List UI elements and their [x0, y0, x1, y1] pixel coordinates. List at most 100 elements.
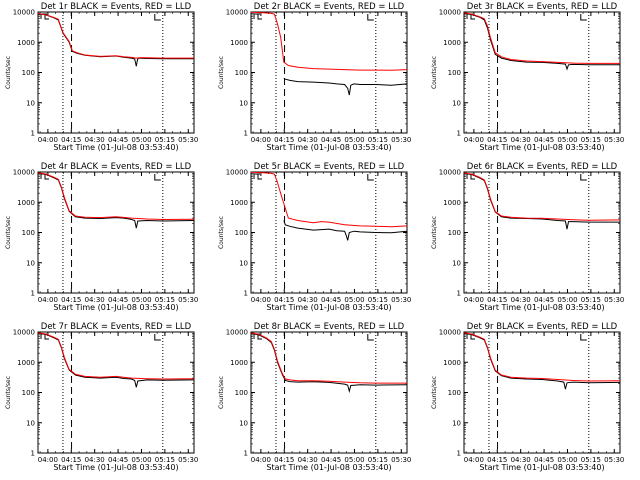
y-tick-label: 100: [22, 389, 35, 397]
corner-marker-right: [580, 334, 587, 341]
corner-marker-left-inner: [257, 14, 262, 20]
x-tick-label: 05:30: [391, 456, 411, 464]
y-tick-label: 10000: [226, 169, 248, 177]
x-tick-label: 04:30: [511, 136, 531, 144]
x-tick-label: 04:15: [274, 136, 294, 144]
y-tick-label: 10: [452, 419, 461, 427]
x-tick-label: 05:00: [344, 296, 364, 304]
lld-series-line: [251, 332, 407, 384]
plot-frame: [463, 331, 621, 454]
x-tick-label: 05:15: [581, 136, 601, 144]
y-axis-label: Counts/sec: [5, 216, 12, 249]
panel-title: Det 5r BLACK = Events, RED = LLD: [254, 162, 405, 172]
x-tick-label: 04:30: [298, 296, 318, 304]
x-tick-label: 04:45: [534, 456, 554, 464]
x-tick-label: 05:15: [155, 296, 175, 304]
x-tick-label: 05:30: [604, 136, 624, 144]
x-tick-label: 05:00: [557, 136, 577, 144]
y-tick-label: 1: [31, 130, 35, 138]
corner-marker-right: [154, 14, 161, 21]
y-tick-label: 10000: [226, 9, 248, 17]
x-tick-label: 04:45: [108, 136, 128, 144]
corner-marker-left-inner: [44, 174, 49, 180]
y-tick-label: 1: [244, 130, 248, 138]
lld-series-line: [38, 172, 194, 221]
panel-title: Det 3r BLACK = Events, RED = LLD: [467, 2, 618, 12]
x-tick-label: 04:30: [298, 136, 318, 144]
corner-marker-left: [253, 173, 260, 179]
y-tick-label: 10: [26, 99, 35, 107]
y-tick-label: 100: [235, 389, 248, 397]
panel-det-5r: Det 5r BLACK = Events, RED = LLD 1 10 100 10…: [218, 162, 411, 312]
y-tick-label: 1000: [17, 199, 35, 207]
lld-series-line: [464, 332, 620, 382]
y-tick-label: 1000: [17, 39, 35, 47]
panel-det-6r: Det 6r BLACK = Events, RED = LLD 1 10 100 10…: [431, 162, 624, 312]
x-tick-label: 05:30: [391, 136, 411, 144]
x-tick-label: 05:00: [557, 296, 577, 304]
x-tick-label: 05:15: [368, 296, 388, 304]
y-tick-label: 1000: [230, 199, 248, 207]
y-tick-label: 100: [448, 389, 461, 397]
corner-marker-left-inner: [44, 14, 49, 20]
lld-series-line: [251, 12, 407, 71]
lld-series-line: [464, 12, 620, 64]
x-tick-label: 04:30: [85, 296, 105, 304]
y-tick-label: 1: [457, 130, 461, 138]
events-series-line: [464, 172, 620, 230]
y-tick-label: 10: [26, 419, 35, 427]
panel-title: Det 8r BLACK = Events, RED = LLD: [254, 322, 405, 332]
panel-title: Det 1r BLACK = Events, RED = LLD: [41, 2, 192, 12]
corner-marker-left: [253, 13, 260, 19]
y-tick-label: 1: [31, 450, 35, 458]
y-tick-label: 1: [31, 290, 35, 298]
plot-frame: [37, 331, 195, 454]
y-tick-label: 10: [239, 259, 248, 267]
y-axis-label: Counts/sec: [5, 376, 12, 409]
x-tick-label: 04:00: [38, 456, 58, 464]
corner-marker-left-inner: [257, 174, 262, 180]
x-tick-label: 04:45: [321, 456, 341, 464]
x-tick-label: 04:45: [108, 296, 128, 304]
panel-title: Det 2r BLACK = Events, RED = LLD: [254, 2, 405, 12]
y-tick-label: 100: [235, 69, 248, 77]
events-series-line: [251, 332, 407, 394]
y-tick-label: 1: [457, 450, 461, 458]
x-tick-label: 04:45: [321, 136, 341, 144]
x-tick-label: 04:30: [511, 296, 531, 304]
y-axis-label: Counts/sec: [218, 216, 225, 249]
x-tick-label: 04:45: [534, 136, 554, 144]
x-tick-label: 04:45: [108, 456, 128, 464]
y-tick-label: 10000: [439, 169, 461, 177]
x-tick-label: 04:00: [464, 456, 484, 464]
events-series-line: [283, 220, 407, 241]
y-tick-label: 10: [452, 99, 461, 107]
panel-title: Det 4r BLACK = Events, RED = LLD: [41, 162, 192, 172]
y-tick-label: 1000: [17, 359, 35, 367]
corner-marker-left-inner: [470, 174, 475, 180]
y-tick-label: 10: [452, 259, 461, 267]
y-tick-label: 100: [22, 69, 35, 77]
panel-title: Det 6r BLACK = Events, RED = LLD: [467, 162, 618, 172]
x-tick-label: 04:30: [511, 456, 531, 464]
corner-marker-right: [367, 174, 374, 181]
x-tick-label: 05:15: [581, 296, 601, 304]
y-tick-label: 10000: [13, 329, 35, 337]
x-tick-label: 04:15: [61, 296, 81, 304]
x-tick-label: 04:00: [38, 296, 58, 304]
y-tick-label: 1: [244, 450, 248, 458]
x-tick-label: 04:15: [61, 456, 81, 464]
corner-marker-left-inner: [470, 334, 475, 340]
x-tick-label: 04:15: [274, 456, 294, 464]
x-tick-label: 04:15: [487, 136, 507, 144]
x-tick-label: 05:15: [368, 456, 388, 464]
x-axis-label: Start Time (01-Jul-08 03:53:40): [479, 143, 604, 152]
x-tick-label: 05:30: [604, 296, 624, 304]
corner-marker-right: [154, 334, 161, 341]
panel-det-4r: Det 4r BLACK = Events, RED = LLD 1 10 100 10…: [5, 162, 198, 312]
corner-marker-left-inner: [470, 14, 475, 20]
panel-det-9r: Det 9r BLACK = Events, RED = LLD 1 10 100 10…: [431, 322, 624, 472]
corner-marker-left-inner: [257, 334, 262, 340]
x-tick-label: 05:30: [178, 456, 198, 464]
